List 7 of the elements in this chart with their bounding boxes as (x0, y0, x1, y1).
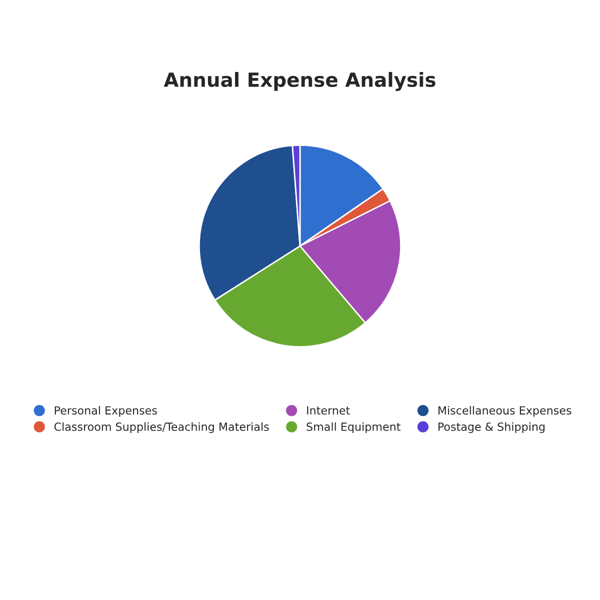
legend-label: Internet (307, 406, 350, 415)
legend-label: Classroom Supplies/Teaching Materials (54, 422, 269, 434)
legend-label: Postage & Shipping (438, 422, 545, 434)
chart-title: Annual Expense Analysis (164, 72, 436, 91)
legend-label: Small Equipment (306, 422, 400, 434)
legend-label: Miscellaneous Expenses (438, 406, 572, 417)
legend-label: Personal Expenses (54, 406, 157, 417)
